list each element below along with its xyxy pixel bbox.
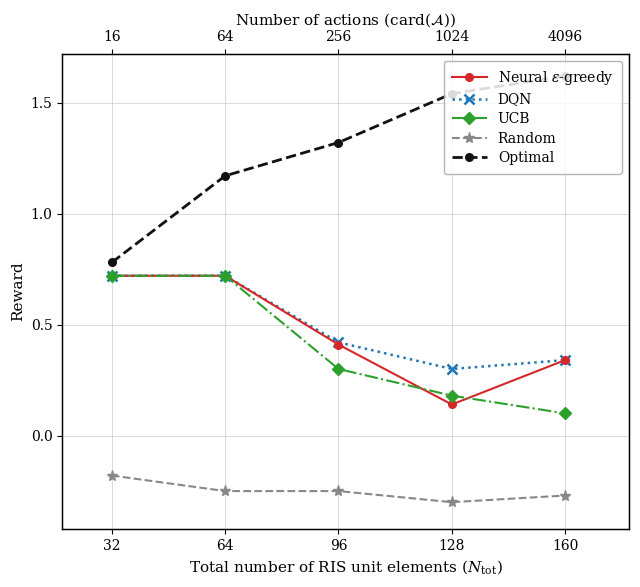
UCB	[448, 392, 456, 399]
X-axis label: Total number of RIS unit elements ($N_\mathrm{tot}$): Total number of RIS unit elements ($N_\m…	[189, 558, 502, 576]
Line: Random: Random	[106, 470, 571, 508]
Optimal	[561, 72, 569, 79]
Y-axis label: Reward: Reward	[11, 261, 25, 321]
X-axis label: Number of actions (card($\mathcal{A}$)): Number of actions (card($\mathcal{A}$))	[235, 11, 456, 29]
Neural $\epsilon$-greedy	[448, 401, 456, 408]
Random	[448, 498, 456, 505]
Random	[335, 488, 342, 495]
Neural $\epsilon$-greedy	[108, 272, 116, 279]
Random	[561, 492, 569, 499]
Optimal	[335, 139, 342, 146]
Line: UCB: UCB	[108, 272, 570, 417]
Optimal	[221, 173, 229, 180]
UCB	[108, 272, 116, 279]
UCB	[221, 272, 229, 279]
Neural $\epsilon$-greedy	[335, 341, 342, 348]
Optimal	[108, 259, 116, 266]
Neural $\epsilon$-greedy	[561, 356, 569, 363]
Optimal	[448, 90, 456, 97]
UCB	[561, 410, 569, 417]
Legend: Neural $\epsilon$-greedy, DQN, UCB, Random, Optimal: Neural $\epsilon$-greedy, DQN, UCB, Rand…	[444, 60, 622, 174]
Line: Neural $\epsilon$-greedy: Neural $\epsilon$-greedy	[108, 272, 569, 409]
DQN	[108, 272, 116, 279]
DQN	[335, 339, 342, 346]
UCB	[335, 366, 342, 373]
Neural $\epsilon$-greedy	[221, 272, 229, 279]
Line: DQN: DQN	[107, 271, 570, 374]
Random	[221, 488, 229, 495]
Line: Optimal: Optimal	[108, 72, 569, 266]
DQN	[221, 272, 229, 279]
DQN	[561, 356, 569, 363]
DQN	[448, 366, 456, 373]
Random	[108, 472, 116, 479]
